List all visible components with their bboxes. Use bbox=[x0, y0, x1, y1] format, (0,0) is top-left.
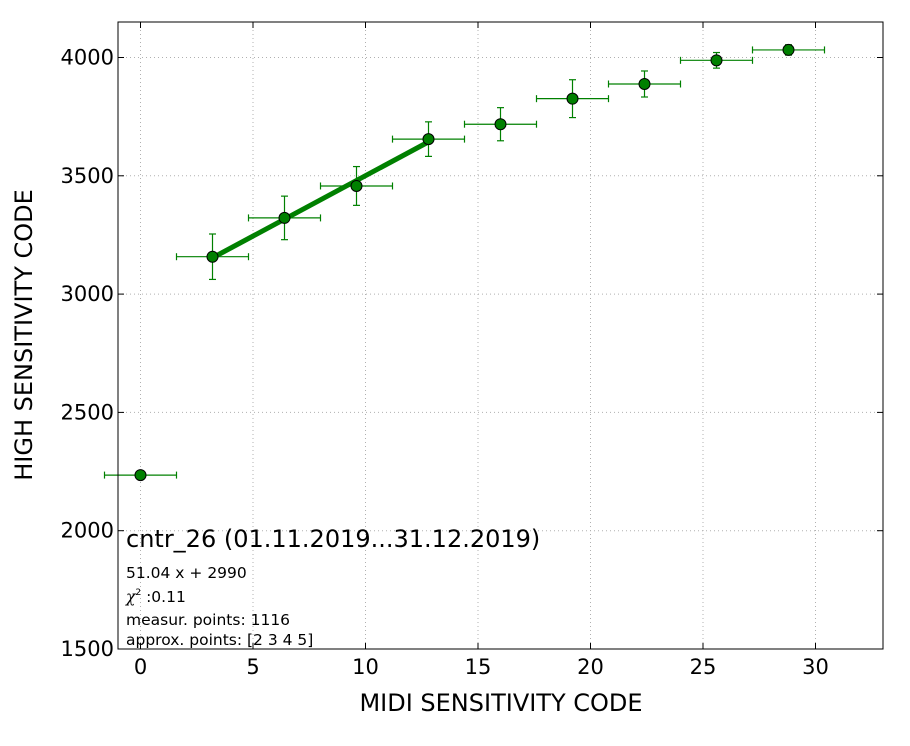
annotation-title: cntr_26 (01.11.2019...31.12.2019) bbox=[126, 525, 540, 553]
x-tick-label: 25 bbox=[690, 655, 717, 679]
y-tick-label: 4000 bbox=[61, 45, 114, 69]
data-point bbox=[679, 51, 754, 69]
y-tick-label: 2500 bbox=[61, 400, 114, 424]
y-tick-label: 3000 bbox=[61, 282, 114, 306]
x-tick-label: 0 bbox=[134, 655, 147, 679]
point-marker bbox=[422, 133, 435, 146]
data-point bbox=[319, 165, 394, 206]
data-point bbox=[391, 121, 466, 157]
point-marker bbox=[494, 118, 507, 131]
data-point bbox=[175, 233, 250, 281]
fit-line bbox=[211, 139, 430, 261]
ticks: 0 5 10 15 20 25 30 1500 2000 2500 3000 3500 4000 bbox=[61, 22, 883, 679]
grid bbox=[118, 22, 883, 650]
x-tick-label: 30 bbox=[802, 655, 829, 679]
point-marker bbox=[134, 469, 147, 482]
data-point bbox=[463, 107, 538, 142]
data-point bbox=[247, 195, 322, 241]
annotation-approx-points: approx. points: [2 3 4 5] bbox=[126, 631, 313, 649]
y-tick-label: 2000 bbox=[61, 519, 114, 543]
chi-superscript: 2 bbox=[135, 588, 141, 598]
annotation-chi2: χ2 :0.11 bbox=[125, 588, 186, 606]
data-point bbox=[607, 70, 682, 98]
plot-frame bbox=[117, 21, 884, 650]
point-marker bbox=[566, 92, 579, 105]
y-axis-label: HIGH SENSITIVITY CODE bbox=[10, 189, 38, 481]
point-marker bbox=[350, 179, 363, 192]
x-tick-label: 5 bbox=[246, 655, 259, 679]
point-marker bbox=[638, 77, 651, 90]
x-tick-label: 15 bbox=[465, 655, 492, 679]
data-point bbox=[535, 79, 610, 119]
data-point bbox=[751, 43, 826, 56]
x-tick-label: 10 bbox=[352, 655, 379, 679]
chi-value: :0.11 bbox=[141, 588, 186, 606]
data-point bbox=[103, 469, 178, 482]
point-marker bbox=[278, 211, 291, 224]
y-tick-label: 1500 bbox=[61, 637, 114, 661]
point-marker bbox=[206, 250, 219, 263]
fit-line-group bbox=[211, 139, 430, 261]
x-axis-label: MIDI SENSITIVITY CODE bbox=[359, 689, 642, 717]
point-marker bbox=[782, 43, 795, 56]
x-tick-label: 20 bbox=[577, 655, 604, 679]
chi-symbol: χ bbox=[125, 588, 137, 606]
data-points bbox=[103, 43, 826, 482]
annotation-equation: 51.04 x + 2990 bbox=[126, 564, 247, 582]
annotation-measur-points: measur. points: 1116 bbox=[126, 611, 290, 629]
point-marker bbox=[710, 54, 723, 67]
y-tick-label: 3500 bbox=[61, 164, 114, 188]
